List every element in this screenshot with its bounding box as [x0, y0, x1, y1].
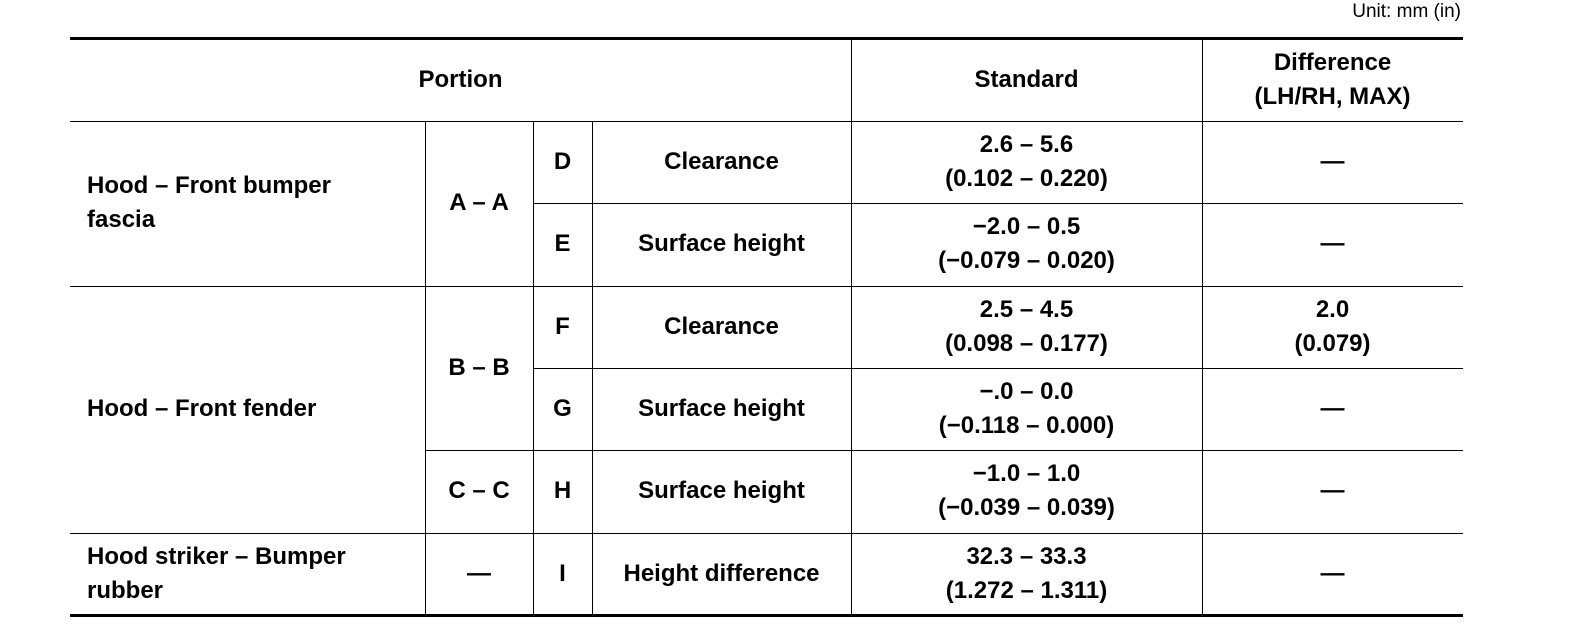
section: C – C — [425, 450, 533, 532]
section: A – A — [425, 121, 533, 286]
rule — [1202, 38, 1203, 615]
standard: 32.3 – 33.3 (1.272 – 1.311) — [851, 533, 1202, 615]
portion: Hood striker – Bumper rubber — [70, 533, 425, 615]
standard: −2.0 – 0.5 (−0.079 – 0.020) — [851, 203, 1202, 285]
cell-text: A – A — [449, 189, 509, 217]
cell-text: — — [1320, 230, 1345, 258]
cell-text: F — [555, 312, 570, 340]
cell-text: (0.098 – 0.177) — [945, 329, 1108, 357]
point: H — [533, 450, 592, 532]
cell-text: (−0.039 – 0.039) — [938, 494, 1115, 522]
rule — [425, 121, 426, 615]
standard: 2.5 – 4.5 (0.098 – 0.177) — [851, 286, 1202, 368]
difference: — — [1202, 203, 1463, 285]
difference: — — [1202, 121, 1463, 203]
item: Surface height — [592, 368, 851, 450]
point: G — [533, 368, 592, 450]
cell-text: (−0.118 – 0.000) — [938, 412, 1115, 440]
cell-text: −1.0 – 1.0 — [972, 460, 1081, 488]
cell-text: H — [553, 477, 572, 505]
difference: 2.0 (0.079) — [1202, 286, 1463, 368]
header-difference: Difference (LH/RH, MAX) — [1202, 38, 1463, 121]
cell-text: G — [553, 395, 572, 423]
difference: — — [1202, 450, 1463, 532]
rule — [851, 38, 852, 615]
item: Clearance — [592, 121, 851, 203]
cell-text: 2.5 – 4.5 — [979, 295, 1074, 323]
rule — [70, 37, 1463, 40]
section: — — [425, 533, 533, 615]
difference: — — [1202, 368, 1463, 450]
portion: Hood – Front bumper fascia — [70, 121, 425, 286]
cell-text: B – B — [448, 353, 510, 381]
item: Surface height — [592, 203, 851, 285]
cell-text: E — [554, 230, 571, 258]
item: Height difference — [592, 533, 851, 615]
cell-text: 32.3 – 33.3 — [966, 542, 1087, 570]
cell-text: — — [1320, 559, 1345, 587]
cell-text: I — [559, 559, 566, 587]
cell-text: D — [553, 148, 572, 176]
cell-text: — — [467, 559, 491, 587]
cell-text: Difference — [1273, 48, 1392, 76]
cell-text: 2.0 — [1315, 295, 1350, 323]
rule — [425, 450, 1463, 452]
cell-text: — — [1320, 148, 1345, 176]
point: D — [533, 121, 592, 203]
cell-text: Surface height — [638, 395, 805, 423]
cell-text: (0.102 – 0.220) — [945, 165, 1108, 193]
cell-text: Hood – Front fender — [87, 395, 317, 423]
cell-text: Surface height — [638, 477, 805, 505]
point: F — [533, 286, 592, 368]
cell-text: −.0 – 0.0 — [979, 378, 1074, 406]
cell-text: C – C — [448, 477, 510, 505]
section: B – B — [425, 286, 533, 451]
rule — [70, 121, 1463, 122]
rule — [70, 285, 1463, 287]
point: E — [533, 203, 592, 285]
rule — [533, 368, 1463, 369]
rule — [533, 203, 1463, 205]
cell-text: (1.272 – 1.311) — [945, 576, 1108, 604]
unit-note: Unit: mm (in) — [1352, 1, 1461, 22]
portion: Hood – Front fender — [70, 286, 425, 533]
header-standard: Standard — [851, 38, 1202, 121]
item: Surface height — [592, 450, 851, 532]
standard: −1.0 – 1.0 (−0.039 – 0.039) — [851, 450, 1202, 532]
standard: −.0 – 0.0 (−0.118 – 0.000) — [851, 368, 1202, 450]
point: I — [533, 533, 592, 615]
cell-text: 2.6 – 5.6 — [979, 131, 1074, 159]
header-portion: Portion — [70, 38, 851, 121]
cell-text: Hood striker – Bumper rubber — [87, 542, 346, 604]
cell-text: −2.0 – 0.5 — [972, 213, 1081, 241]
cell-text: (−0.079 – 0.020) — [938, 247, 1115, 275]
difference: — — [1202, 533, 1463, 615]
cell-text: Hood – Front bumper fascia — [87, 172, 331, 234]
cell-text: (LH/RH, MAX) — [1254, 82, 1411, 110]
cell-text: Clearance — [664, 312, 779, 340]
standard: 2.6 – 5.6 (0.102 – 0.220) — [851, 121, 1202, 203]
rule — [70, 614, 1463, 617]
cell-text: Portion — [418, 65, 503, 93]
cell-text: Clearance — [664, 148, 779, 176]
cell-text: Surface height — [638, 230, 805, 258]
cell-text: — — [1320, 395, 1345, 423]
rule — [70, 532, 1463, 534]
cell-text: (0.079) — [1294, 329, 1371, 357]
item: Clearance — [592, 286, 851, 368]
cell-text: Height difference — [623, 559, 820, 587]
cell-text: Standard — [974, 65, 1079, 93]
cell-text: — — [1320, 477, 1345, 505]
